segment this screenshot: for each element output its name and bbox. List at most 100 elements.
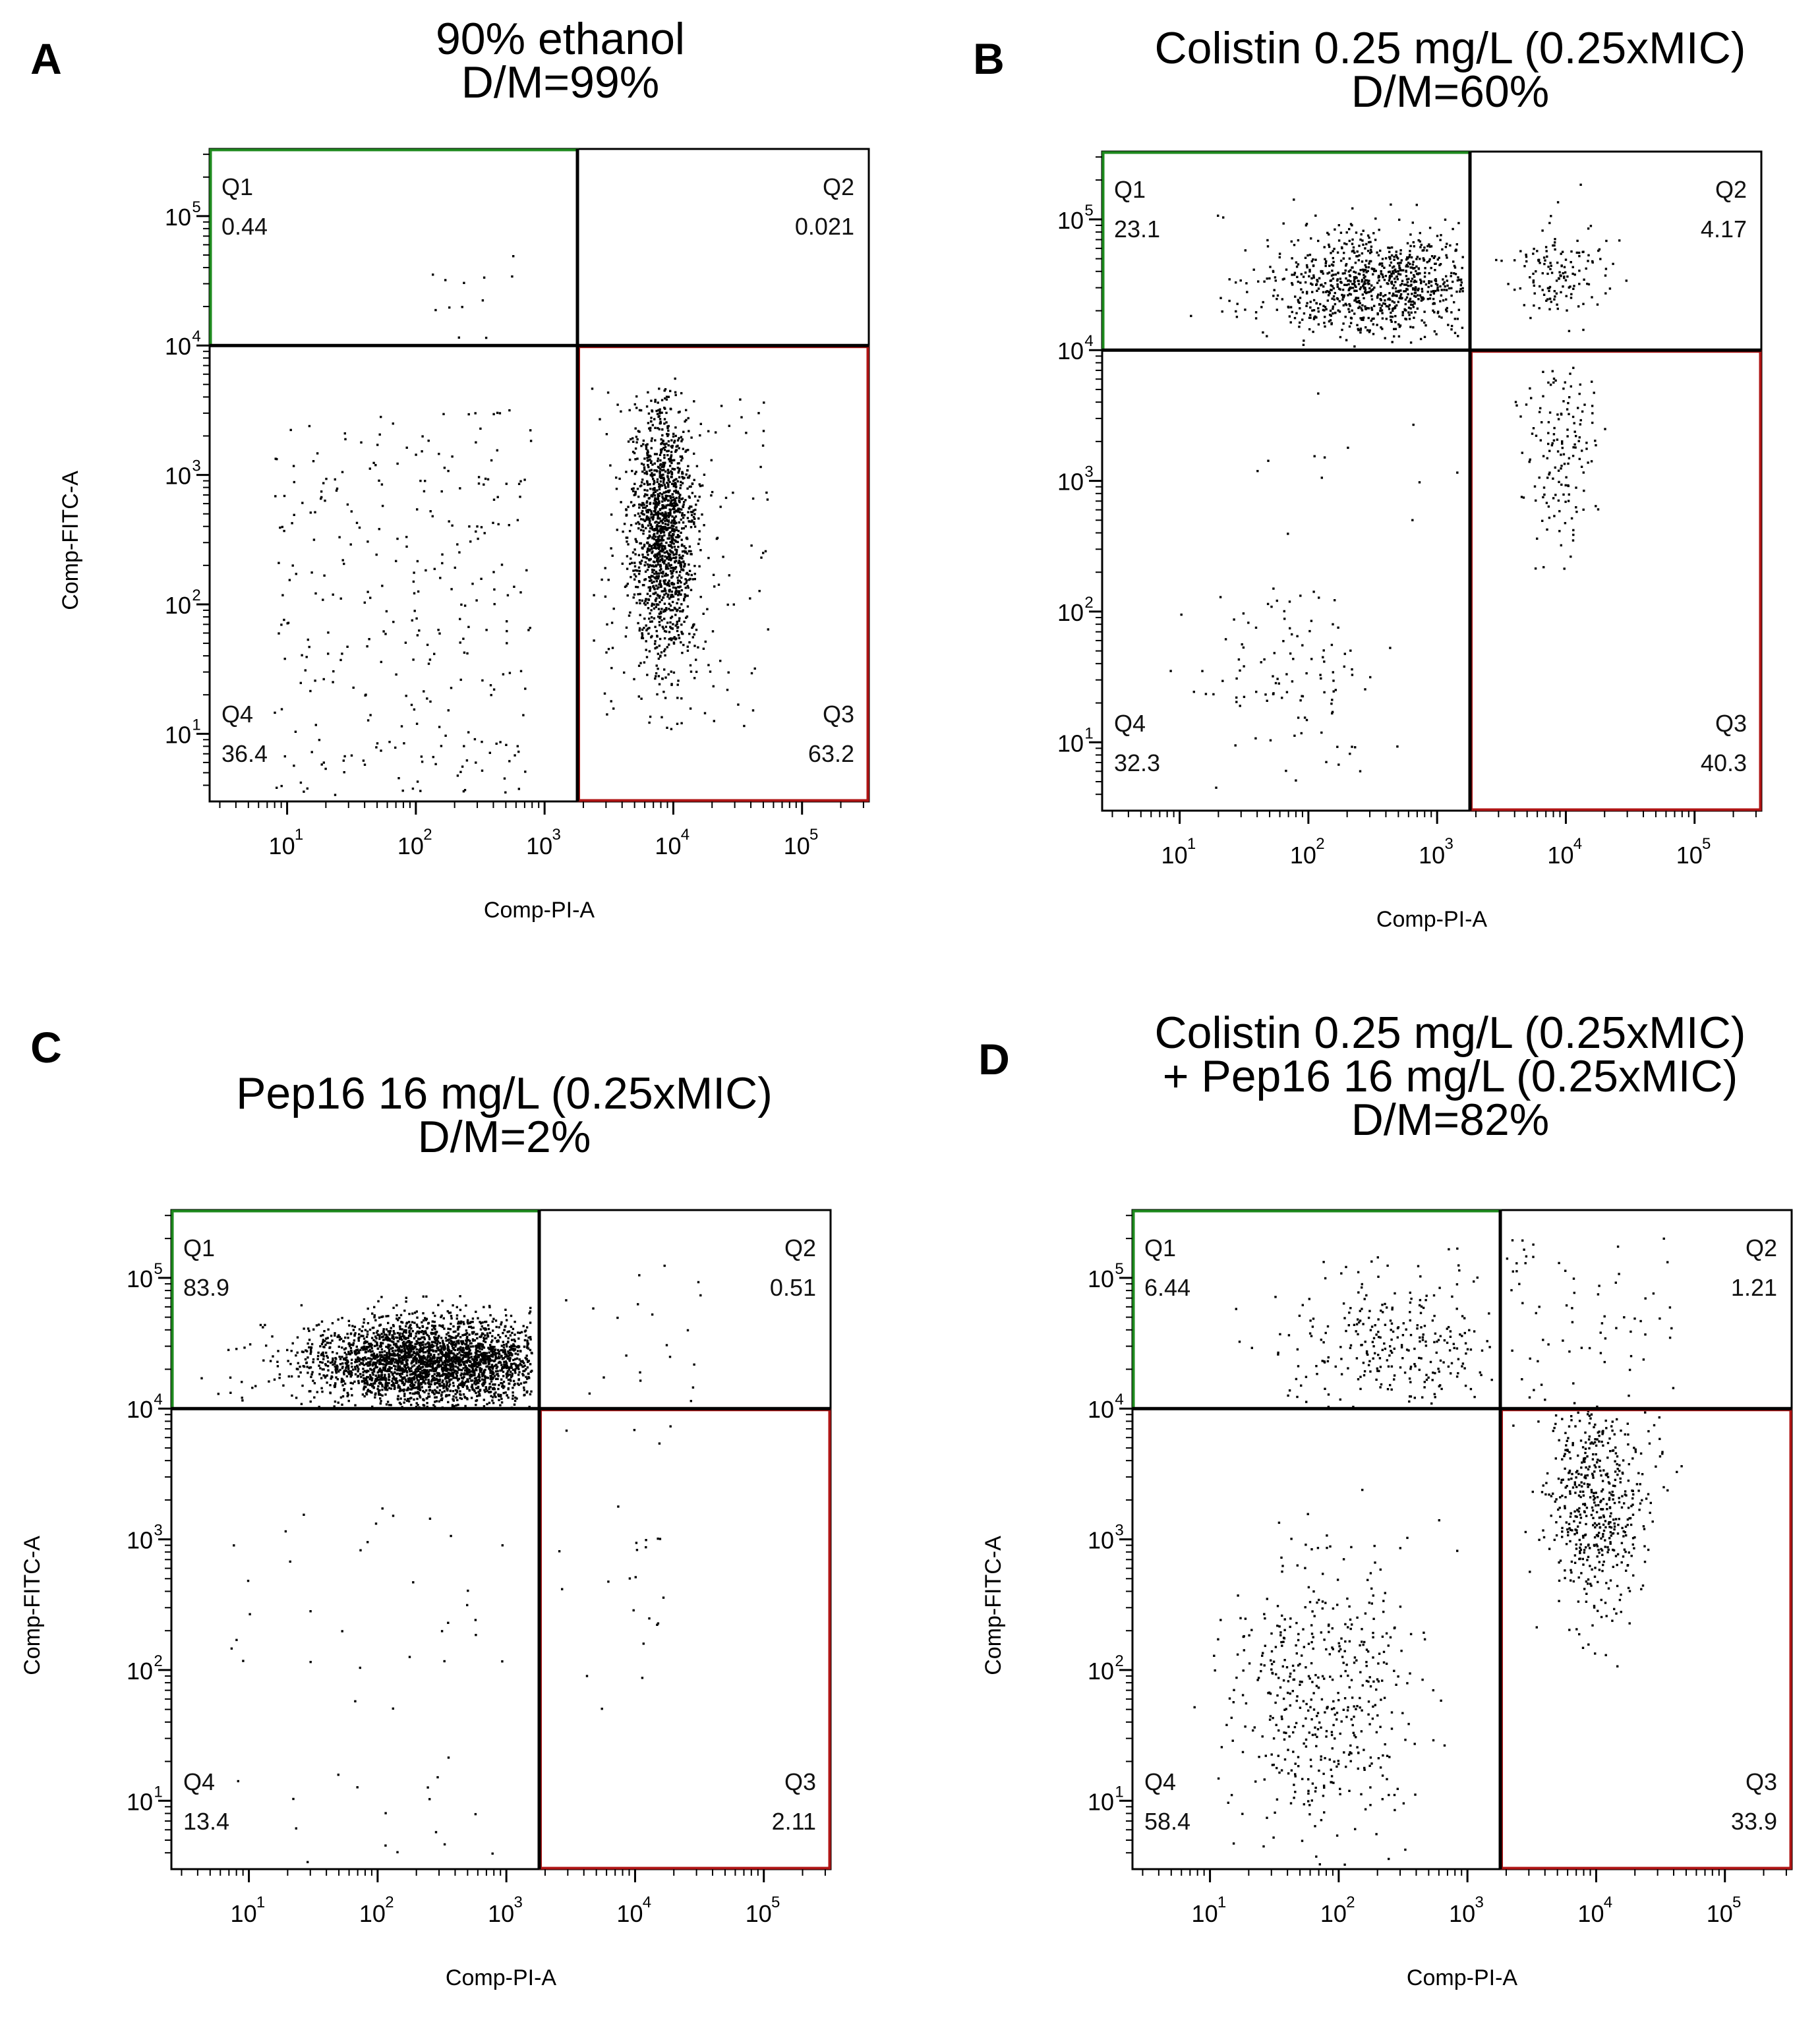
event-dot-q3 [663,491,666,494]
event-dot-q1 [1444,285,1446,288]
event-dot-q3 [1551,370,1554,372]
event-dot-q1 [509,1378,512,1381]
event-dot-q1 [1405,264,1408,266]
event-dot-q1 [398,1390,401,1393]
event-dot-q3 [676,576,679,579]
event-dot-q3 [1573,422,1575,424]
event-dot-q3 [690,485,692,488]
event-dot-q1 [1278,256,1281,259]
event-dot-q1 [396,1340,399,1343]
event-dot-q1 [1370,319,1372,322]
event-dot-q4 [468,525,471,528]
event-dot-q1 [1263,280,1266,283]
event-dot-q3 [689,505,691,508]
event-dot-q4 [1293,734,1296,737]
event-dot-q1 [411,1385,415,1388]
event-dot-q1 [1398,297,1401,300]
event-dot-q1 [1408,256,1411,258]
event-dot-q3 [686,517,690,519]
event-dot-q3 [657,426,659,430]
event-dot-q4 [417,590,420,593]
event-dot-q1 [1364,279,1366,281]
event-dot-q1 [295,1397,298,1399]
event-dot-q4 [405,545,408,548]
event-dot-q4 [1270,605,1273,608]
event-dot-q3 [694,508,697,511]
event-dot-q1 [482,1374,485,1376]
event-dot-q4 [1192,691,1195,693]
event-dot-q3 [640,444,643,448]
event-dot-q3 [671,593,674,596]
event-dot-q1 [440,1316,442,1319]
event-dot-q1 [1443,281,1446,284]
event-dot-q1 [1395,256,1398,258]
event-dot-q4 [427,440,430,442]
event-dot-q1 [1363,297,1365,300]
event-dot-q1 [501,1358,504,1360]
event-dot-q1 [440,1395,443,1397]
event-dot-q1 [407,1345,411,1347]
event-dot-q3 [1547,442,1550,446]
event-dot-q1 [1366,234,1370,237]
event-dot-q1 [1434,262,1437,265]
event-dot-q3 [661,544,664,547]
event-dot-q1 [385,1333,388,1336]
event-dot-q1 [491,1320,494,1323]
event-dot-q3 [1529,458,1531,461]
event-dot-q1 [1409,245,1412,247]
event-dot-q3 [658,621,660,623]
event-dot-q1 [1356,324,1359,326]
event-dot-q3 [642,533,645,535]
event-dot-q3 [693,633,695,636]
event-dot-q3 [638,506,641,509]
event-dot-q3 [667,433,670,436]
event-dot-q3 [701,513,703,516]
event-dot-q3 [655,585,658,587]
event-dot-q1 [476,1356,479,1359]
event-dot-q4 [1364,688,1366,691]
event-dot-q3 [722,556,724,558]
event-dot-q1 [1450,272,1453,274]
event-dot-q1 [512,255,515,258]
event-dot-q3 [688,485,691,488]
event-dot-q1 [385,1345,388,1348]
event-dot-q1 [1365,292,1368,295]
event-dot-q1 [475,1354,477,1358]
event-dot-q3 [669,531,672,534]
event-dot-q1 [416,1397,419,1401]
event-dot-q3 [659,453,662,456]
event-dot-q1 [1330,252,1332,254]
event-dot-q4 [1313,455,1316,457]
event-dot-q4 [424,480,426,482]
event-dot-q1 [479,1367,481,1370]
event-dot-q1 [1308,268,1311,272]
event-dot-q1 [413,1337,416,1340]
event-dot-q1 [1452,227,1454,231]
event-dot-q1 [454,1393,457,1395]
event-dot-q1 [1365,243,1368,246]
event-dot-q3 [691,482,694,485]
event-dot-q3 [653,533,656,535]
event-dot-q3 [659,558,662,562]
event-dot-q4 [343,771,345,774]
event-dot-q3 [683,545,686,548]
event-dot-q1 [1454,273,1457,275]
event-dot-q3 [670,564,672,567]
event-dot-q1 [324,1343,327,1346]
event-dot-q3 [1582,508,1585,511]
y-tick-label: 10 [165,721,191,748]
event-dot-q1 [1410,280,1413,283]
event-dot-q4 [496,411,499,415]
event-dot-q1 [456,1366,459,1369]
event-dot-q3 [1577,407,1579,409]
event-dot-q1 [1312,309,1316,312]
event-dot-q3 [632,440,635,443]
event-dot-q3 [671,575,674,578]
event-dot-q1 [1428,297,1432,300]
event-dot-q1 [425,1372,428,1374]
event-dot-q3 [691,636,694,639]
event-dot-q3 [651,550,654,553]
event-dot-q1 [488,1304,491,1308]
event-dot-q3 [643,579,646,581]
